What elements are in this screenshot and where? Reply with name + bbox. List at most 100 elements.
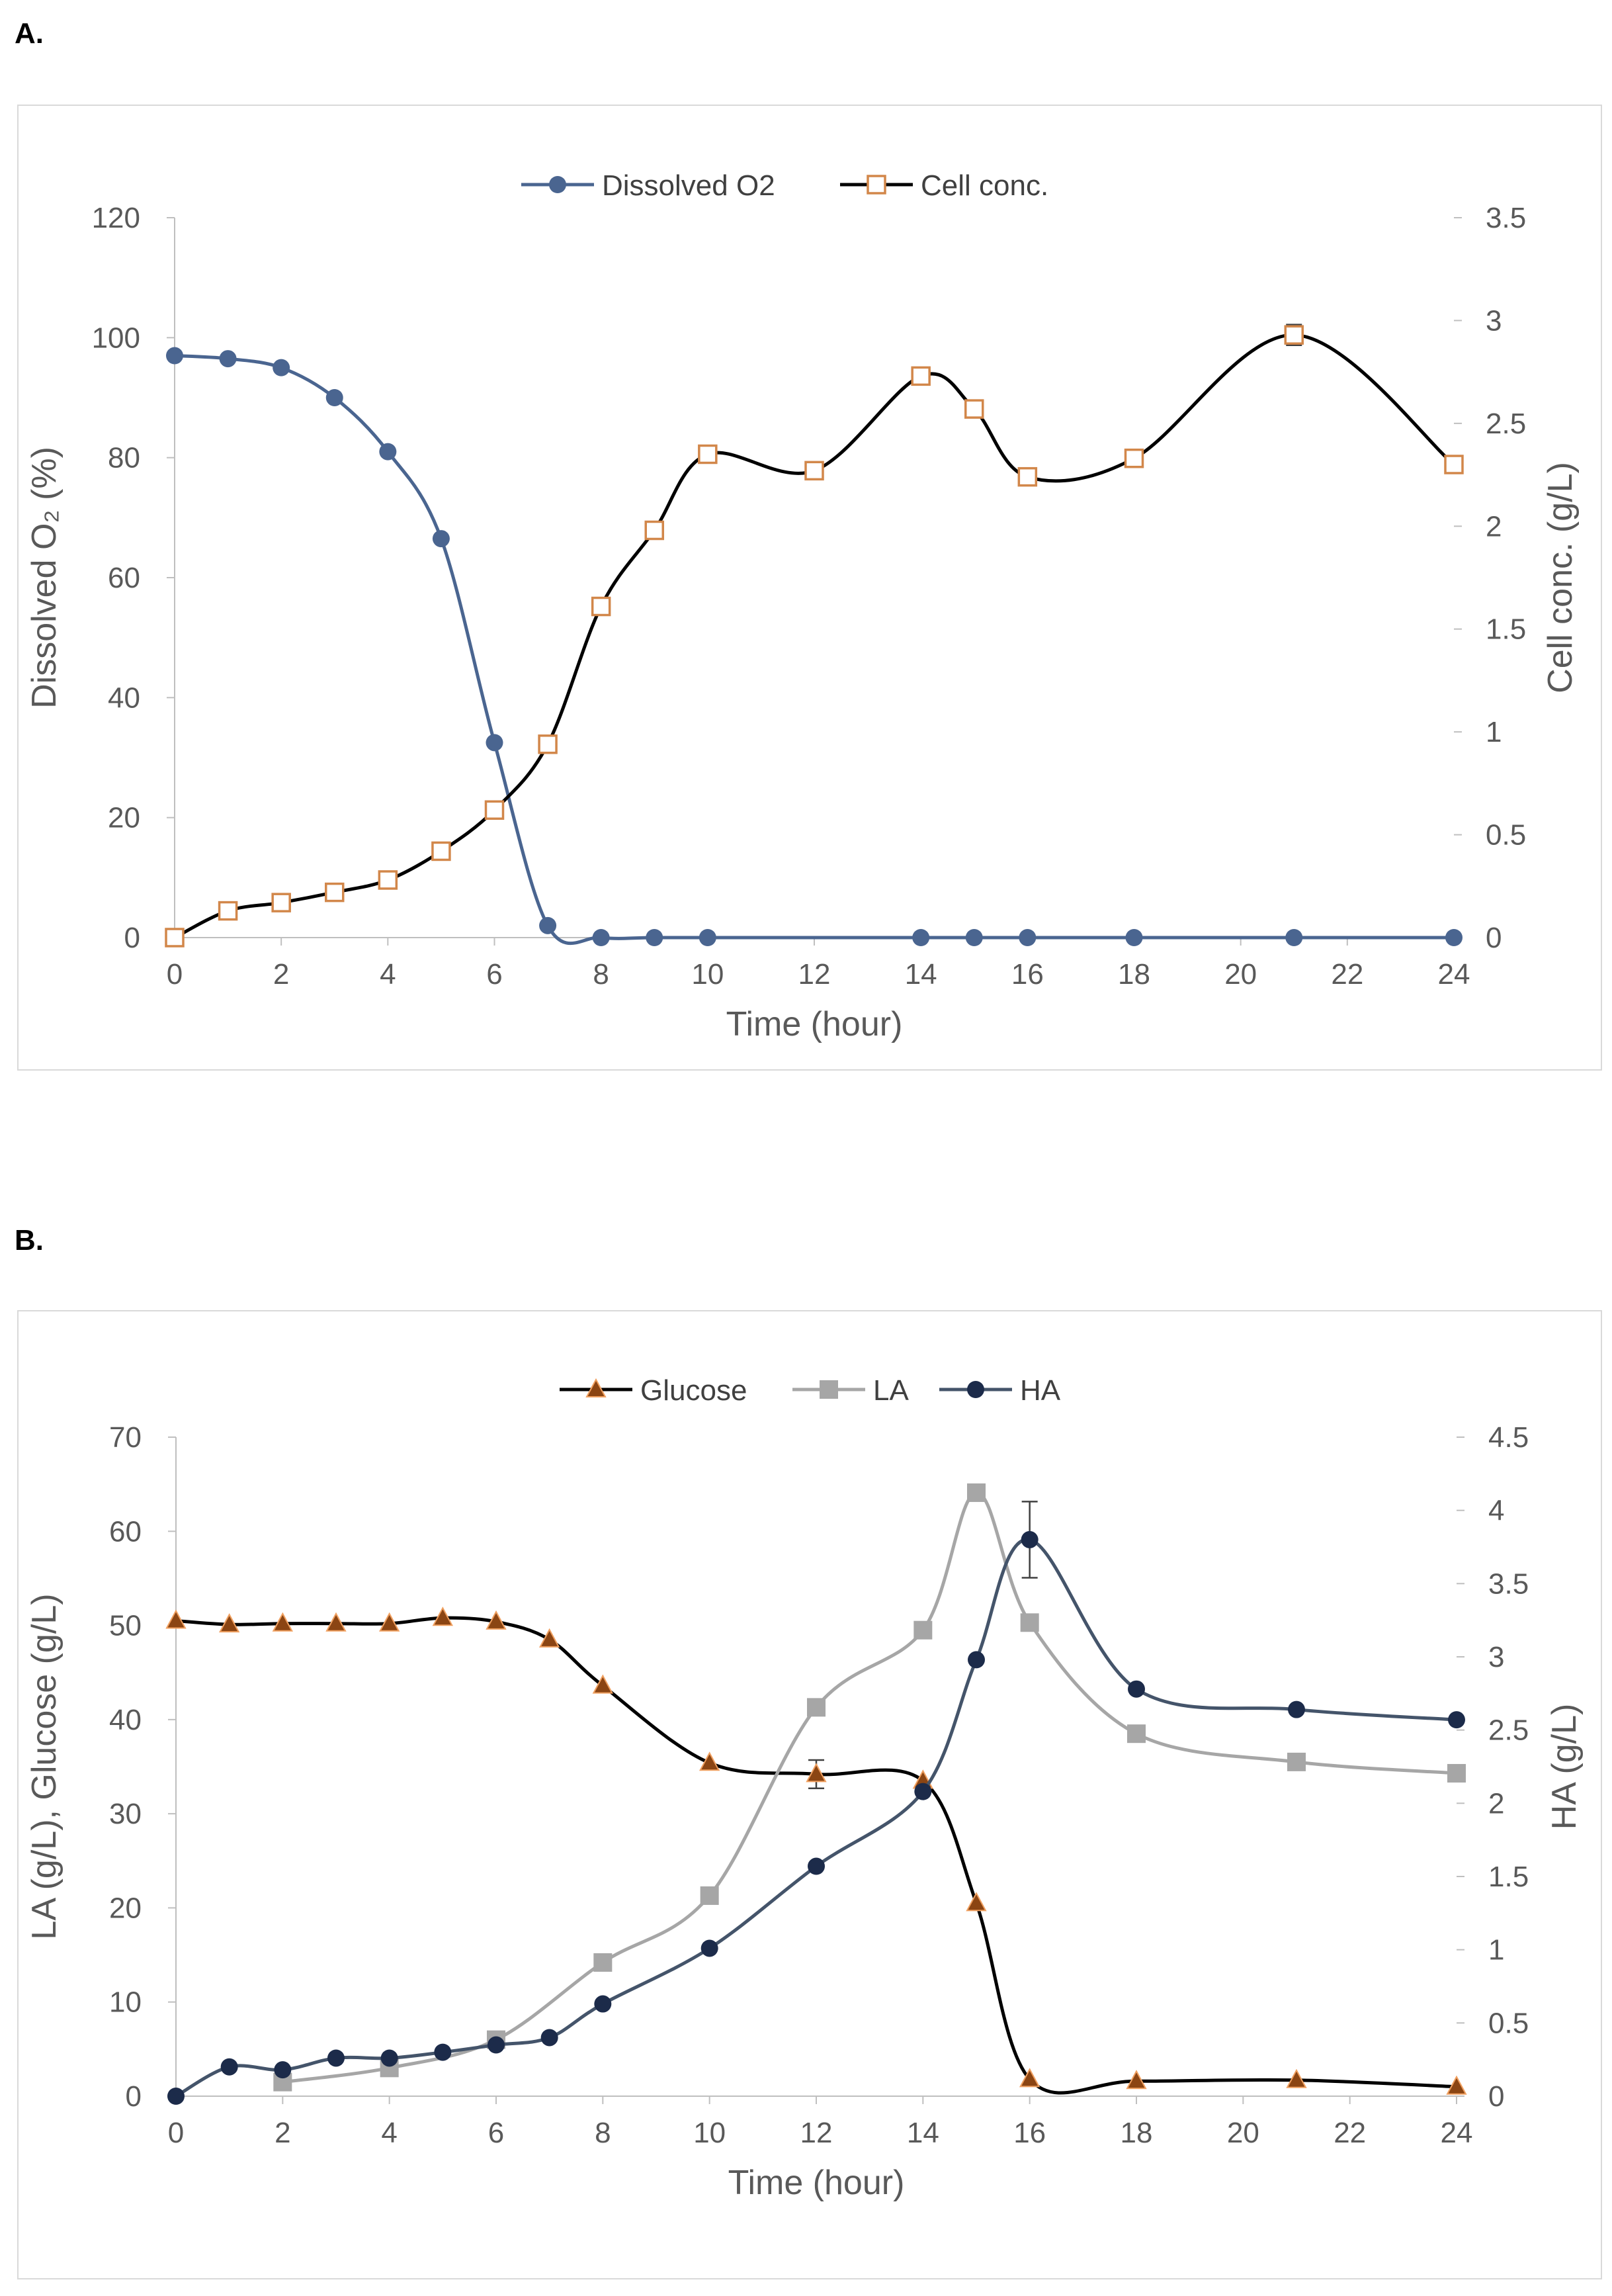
- data-point-la: [967, 1483, 986, 1502]
- data-point-dissolved-o2: [273, 359, 290, 376]
- data-point-dissolved-o2: [646, 929, 663, 946]
- y-tick-label: 60: [109, 1515, 142, 1548]
- data-point-ha: [808, 1857, 825, 1875]
- data-point-cell-conc: [698, 444, 718, 464]
- data-point-cell-conc: [1284, 325, 1304, 345]
- data-point-ha: [327, 2049, 345, 2067]
- legend-label-ha: HA: [1020, 1374, 1061, 1407]
- y2-tick-label: 4: [1488, 1495, 1504, 1527]
- data-point-dissolved-o2: [166, 347, 183, 365]
- y2-tick-label: 1.5: [1488, 1861, 1529, 1893]
- data-point-dissolved-o2: [325, 389, 343, 406]
- data-point-dissolved-o2: [912, 929, 930, 946]
- data-point-cell-conc: [378, 870, 398, 890]
- data-point-la: [807, 1698, 826, 1717]
- x-tick-label: 0: [167, 958, 183, 991]
- data-point-ha: [220, 2058, 238, 2076]
- data-point-ha: [540, 2029, 558, 2047]
- y2-tick-label: 1: [1488, 1934, 1504, 1966]
- y2-tick-label: 2: [1486, 510, 1502, 543]
- data-point-la: [1127, 1724, 1146, 1744]
- data-point-ha: [380, 2049, 398, 2067]
- y-tick-label: 40: [108, 682, 140, 714]
- data-point-la: [700, 1886, 719, 1905]
- y-tick-label: 20: [108, 802, 140, 834]
- data-point-la: [1287, 1752, 1306, 1771]
- data-point-glucose: [966, 1892, 987, 1912]
- data-point-dissolved-o2: [1125, 929, 1143, 946]
- data-point-ha: [167, 2088, 185, 2105]
- y2-tick-label: 0.5: [1488, 2007, 1529, 2039]
- y-tick-label: 10: [109, 1986, 142, 2019]
- series-line-glucose: [175, 1616, 1457, 2095]
- x-axis-title: Time (hour): [728, 2164, 905, 2202]
- data-point-dissolved-o2: [965, 929, 983, 946]
- data-point-cell-conc: [325, 882, 345, 903]
- data-point-glucose: [538, 1628, 560, 1648]
- y-tick-label: 60: [108, 562, 140, 594]
- data-point-ha: [700, 1939, 718, 1957]
- y2-tick-label: 1: [1486, 716, 1502, 748]
- data-point-dissolved-o2: [432, 530, 450, 548]
- data-point-cell-conc: [591, 596, 611, 617]
- x-tick-label: 22: [1334, 2117, 1366, 2149]
- data-point-glucose: [1126, 2070, 1147, 2090]
- x-tick-label: 20: [1224, 958, 1257, 991]
- data-point-dissolved-o2: [486, 734, 503, 752]
- data-point-ha: [1021, 1530, 1039, 1548]
- legend-marker-cell-conc: [867, 175, 886, 195]
- series-line-ha: [175, 1538, 1457, 2098]
- x-tick-label: 6: [486, 958, 502, 991]
- x-tick-label: 22: [1331, 958, 1363, 991]
- x-tick-label: 18: [1121, 2117, 1153, 2149]
- data-point-la: [1020, 1613, 1039, 1632]
- data-point-ha: [968, 1651, 985, 1669]
- y2-tick-label: 3: [1488, 1641, 1504, 1673]
- data-point-dissolved-o2: [592, 929, 610, 946]
- y2-tick-label: 4.5: [1488, 1421, 1529, 1454]
- legend-marker-ha: [967, 1381, 984, 1398]
- x-tick-label: 4: [381, 2117, 397, 2149]
- data-point-la: [913, 1620, 933, 1640]
- x-tick-label: 20: [1227, 2117, 1259, 2149]
- data-point-cell-conc: [964, 399, 984, 419]
- data-point-dissolved-o2: [539, 916, 557, 934]
- chart-frame: [17, 1310, 1602, 2279]
- y-axis-title: LA (g/L), Glucose (g/L): [25, 1593, 64, 1939]
- y2-tick-label: 3: [1486, 304, 1502, 337]
- x-tick-label: 2: [275, 2117, 290, 2149]
- data-point-dissolved-o2: [219, 350, 237, 368]
- y-tick-label: 80: [108, 442, 140, 474]
- data-point-ha: [1448, 1711, 1465, 1729]
- data-point-glucose: [165, 1609, 187, 1629]
- y-tick-label: 40: [109, 1704, 142, 1736]
- x-tick-label: 8: [595, 2117, 611, 2149]
- data-point-glucose: [218, 1613, 240, 1633]
- data-point-glucose: [1286, 2068, 1307, 2088]
- chart-a: 0 2 4 6 8 10 12 14 16 18 20 22 2402040608010012000.5…: [17, 105, 1602, 1071]
- y-tick-label: 0: [124, 922, 140, 954]
- data-point-glucose: [699, 1751, 720, 1771]
- data-point-cell-conc: [804, 461, 824, 481]
- data-point-glucose: [1019, 2068, 1040, 2088]
- y2-tick-label: 0.5: [1486, 819, 1526, 852]
- chart-frame: [17, 105, 1602, 1071]
- legend-marker-glucose: [585, 1378, 607, 1397]
- x-tick-label: 24: [1438, 958, 1470, 991]
- legend-marker-la: [820, 1380, 838, 1399]
- x-tick-label: 6: [488, 2117, 504, 2149]
- x-tick-label: 24: [1441, 2117, 1473, 2149]
- data-point-cell-conc: [644, 520, 664, 541]
- data-point-cell-conc: [271, 893, 291, 912]
- data-point-cell-conc: [218, 901, 238, 921]
- x-tick-label: 12: [800, 2117, 833, 2149]
- data-point-cell-conc: [484, 800, 505, 820]
- x-tick-label: 16: [1011, 958, 1044, 991]
- x-tick-label: 4: [380, 958, 396, 991]
- x-tick-label: 10: [691, 958, 724, 991]
- y-tick-label: 70: [109, 1421, 142, 1454]
- y-tick-label: 50: [109, 1610, 142, 1642]
- chart-b: 0 2 4 6 8 10 12 14 16 18 20 22 2401020304050607000.5…: [17, 1310, 1602, 2279]
- panel-label-a: A.: [15, 17, 44, 50]
- data-point-glucose: [272, 1612, 294, 1632]
